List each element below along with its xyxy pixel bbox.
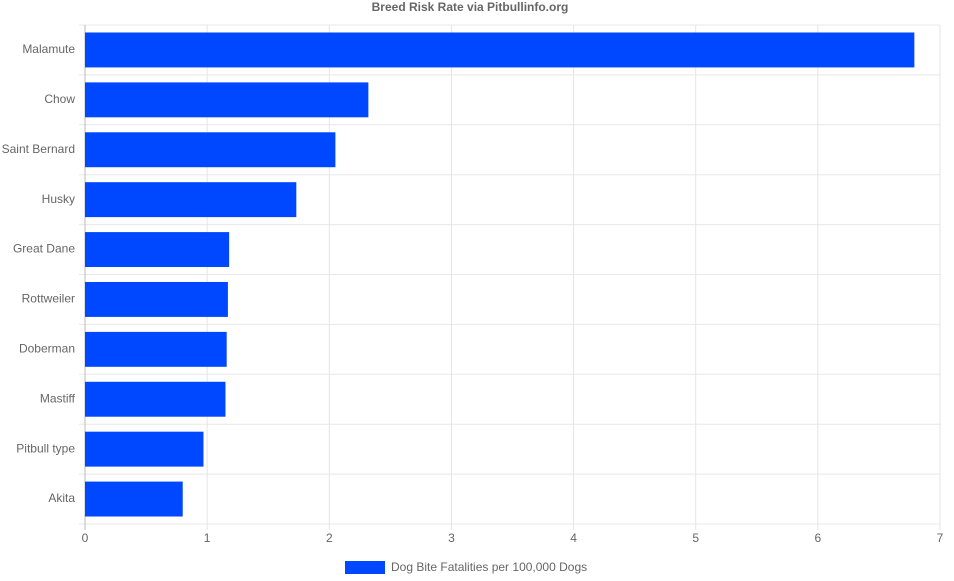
y-tick-label: Saint Bernard <box>2 142 75 156</box>
y-tick-label: Rottweiler <box>22 292 75 306</box>
bar <box>85 232 230 268</box>
y-tick-label: Malamute <box>22 42 75 56</box>
bar <box>85 182 297 218</box>
y-tick-label: Mastiff <box>40 391 76 405</box>
x-tick-label: 1 <box>204 531 211 545</box>
y-tick-label: Pitbull type <box>16 441 75 455</box>
bar <box>85 281 228 317</box>
x-tick-label: 0 <box>82 531 89 545</box>
legend-label: Dog Bite Fatalities per 100,000 Dogs <box>391 560 587 574</box>
bar <box>85 381 226 417</box>
x-tick-label: 7 <box>937 531 944 545</box>
bar <box>85 481 183 517</box>
x-tick-label: 3 <box>448 531 455 545</box>
y-tick-label: Great Dane <box>13 242 75 256</box>
y-tick-label: Chow <box>44 92 75 106</box>
x-tick-label: 6 <box>815 531 822 545</box>
bar <box>85 132 336 168</box>
x-tick-label: 5 <box>692 531 699 545</box>
bar <box>85 32 915 68</box>
bar <box>85 431 204 467</box>
y-tick-label: Akita <box>48 491 75 505</box>
y-tick-label: Husky <box>42 192 75 206</box>
chart-title: Breed Risk Rate via Pitbullinfo.org <box>372 0 569 14</box>
bar <box>85 331 227 367</box>
bar <box>85 82 369 118</box>
legend-swatch <box>345 561 385 574</box>
x-tick-label: 2 <box>326 531 333 545</box>
x-tick-label: 4 <box>570 531 577 545</box>
y-tick-label: Doberman <box>19 342 75 356</box>
